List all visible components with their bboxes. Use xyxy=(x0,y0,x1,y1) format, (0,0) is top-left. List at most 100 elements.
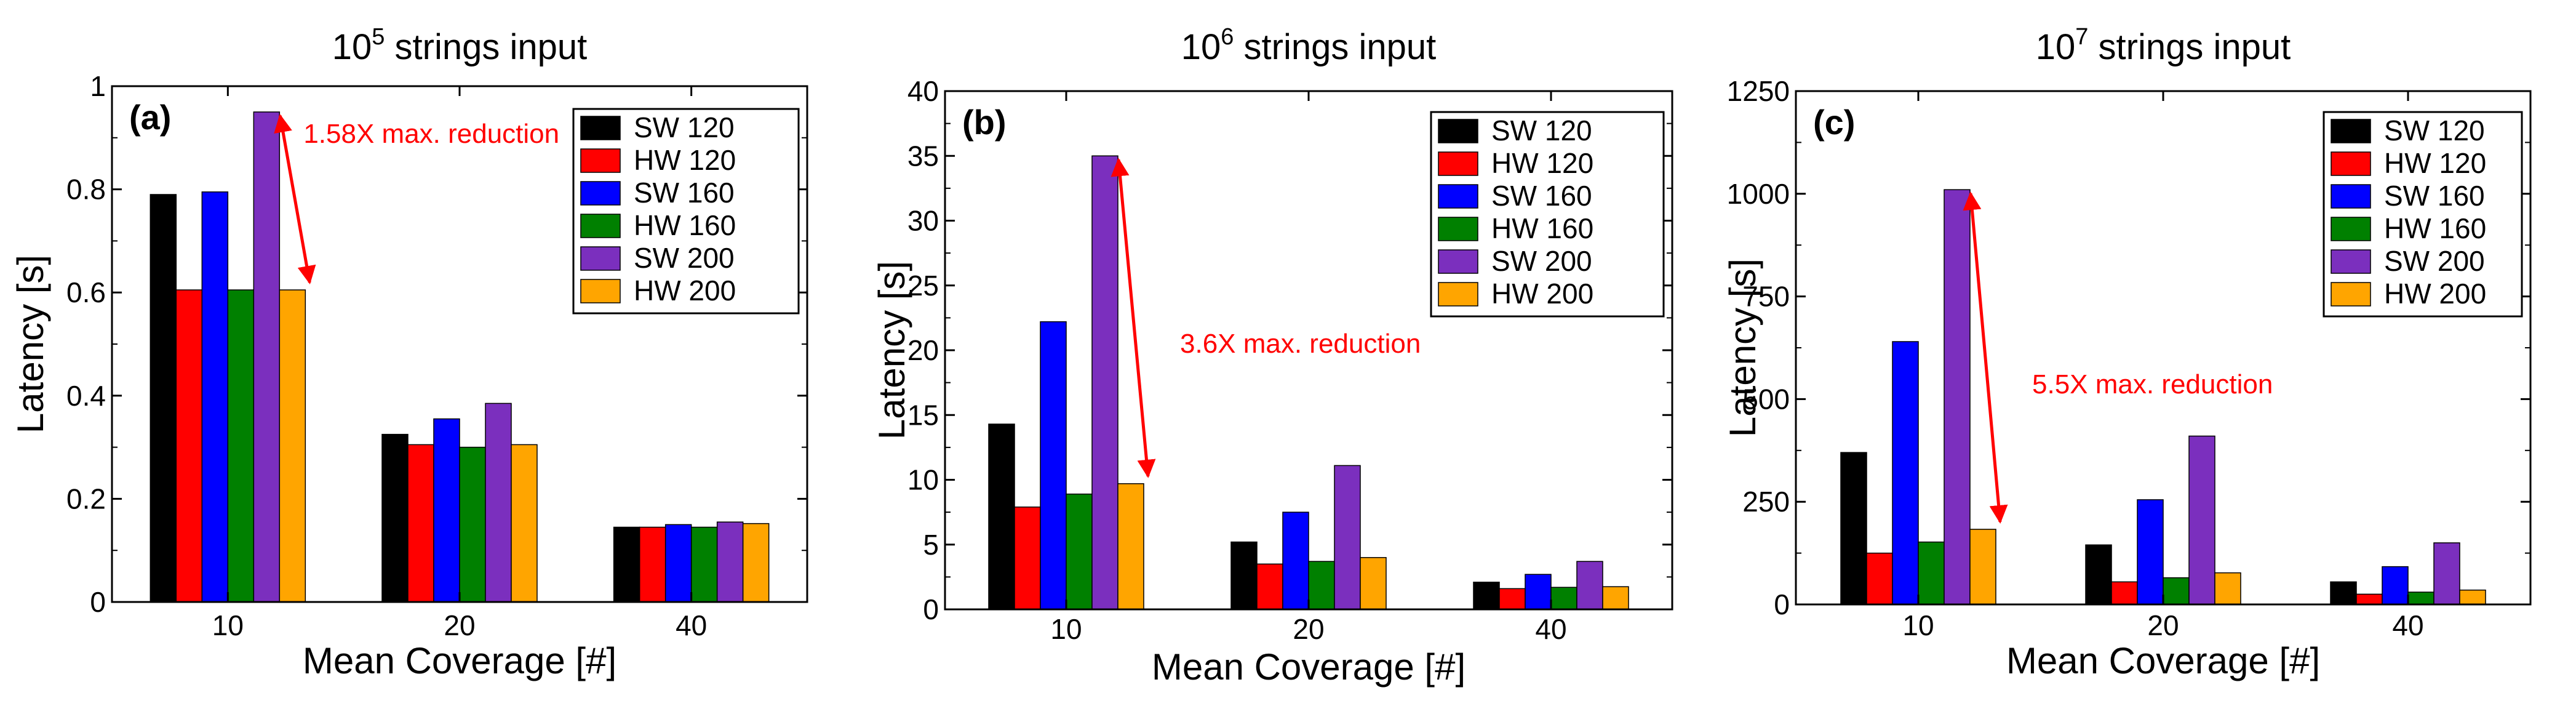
legend-label: SW 120 xyxy=(1491,114,1592,146)
y-tick-label: 20 xyxy=(907,334,939,366)
legend-label: SW 160 xyxy=(634,177,735,209)
legend-swatch xyxy=(1438,119,1478,143)
bar-sw-160-cov20 xyxy=(433,418,460,603)
bar-hw-120-cov10 xyxy=(1014,506,1041,610)
y-tick-label: 10 xyxy=(907,464,939,496)
bar-sw-120-cov20 xyxy=(2085,544,2112,605)
bar-hw-120-cov20 xyxy=(407,444,434,603)
bar-sw-200-cov40 xyxy=(2433,542,2460,605)
bar-hw-200-cov40 xyxy=(1602,586,1629,610)
bar-hw-200-cov20 xyxy=(2214,572,2241,605)
y-tick-label: 500 xyxy=(1742,383,1790,415)
bar-hw-120-cov40 xyxy=(1499,588,1526,610)
bar-sw-120-cov40 xyxy=(2330,581,2357,605)
bar-sw-160-cov20 xyxy=(1282,511,1309,610)
reduction-annotation: 1.58X max. reduction xyxy=(303,119,559,149)
y-tick-label: 0.8 xyxy=(66,174,106,206)
legend-label: HW 200 xyxy=(2384,278,2486,310)
x-tick-label: 20 xyxy=(2147,609,2179,641)
bar-sw-120-cov20 xyxy=(1230,541,1258,610)
panel-label: (b) xyxy=(962,103,1007,142)
y-tick-label: 1 xyxy=(90,70,106,102)
legend-swatch xyxy=(1438,282,1478,307)
legend-label: SW 160 xyxy=(2384,180,2485,212)
y-tick-label: 0 xyxy=(1774,588,1790,620)
bar-hw-160-cov10 xyxy=(227,289,255,603)
y-tick-label: 30 xyxy=(907,205,939,237)
legend-label: SW 160 xyxy=(1491,180,1592,212)
title-base: 10 xyxy=(2036,27,2076,67)
legend-label: SW 120 xyxy=(634,111,735,143)
bar-sw-120-cov10 xyxy=(1840,452,1867,605)
y-tick-label: 0.4 xyxy=(66,380,106,412)
x-tick-label: 20 xyxy=(444,609,475,641)
bar-sw-160-cov10 xyxy=(201,191,229,603)
legend-swatch xyxy=(580,181,621,206)
chart-title: 106 strings input xyxy=(1181,24,1436,67)
title-exponent: 5 xyxy=(372,24,385,50)
legend-swatch xyxy=(1438,249,1478,274)
bar-hw-160-cov20 xyxy=(1308,561,1335,610)
legend-swatch xyxy=(1438,151,1478,176)
title-exponent: 7 xyxy=(2075,24,2088,50)
legend-swatch xyxy=(580,148,621,173)
bar-hw-160-cov20 xyxy=(459,446,486,603)
bar-hw-160-cov40 xyxy=(690,526,718,603)
reduction-arrow xyxy=(274,113,316,284)
y-tick-label: 5 xyxy=(923,529,939,561)
chart-title: 107 strings input xyxy=(2036,24,2291,67)
y-tick-label: 0 xyxy=(923,593,939,625)
bar-hw-200-cov20 xyxy=(511,444,538,603)
x-tick-label: 10 xyxy=(1902,609,1934,641)
legend-swatch xyxy=(1438,217,1478,241)
y-tick-label: 15 xyxy=(907,399,939,431)
legend-label: SW 120 xyxy=(2384,114,2485,146)
bar-hw-200-cov10 xyxy=(279,289,306,603)
legend-swatch xyxy=(580,116,621,140)
bar-sw-200-cov40 xyxy=(716,521,744,603)
x-axis-label: Mean Coverage [#] xyxy=(303,640,616,681)
reduction-arrow xyxy=(1111,158,1156,478)
reduction-arrow xyxy=(1963,191,2008,524)
legend-swatch xyxy=(2331,217,2371,241)
legend-swatch xyxy=(2331,151,2371,176)
title-rest: strings input xyxy=(385,27,587,67)
bar-sw-160-cov40 xyxy=(664,524,692,603)
title-rest: strings input xyxy=(2088,27,2291,67)
title-base: 10 xyxy=(1181,27,1221,67)
bar-hw-120-cov10 xyxy=(175,289,203,603)
bar-hw-200-cov40 xyxy=(2459,589,2486,605)
reduction-annotation: 3.6X max. reduction xyxy=(1180,329,1421,359)
legend-label: HW 200 xyxy=(634,275,736,307)
y-axis-label: Latency [s] xyxy=(10,255,51,433)
bar-sw-200-cov40 xyxy=(1576,561,1603,610)
y-tick-label: 1000 xyxy=(1727,178,1790,210)
y-axis-label: Latency [s] xyxy=(1722,259,1763,437)
bar-hw-120-cov10 xyxy=(1866,552,1893,605)
bar-sw-120-cov10 xyxy=(150,194,177,603)
bar-hw-160-cov20 xyxy=(2163,577,2190,605)
bar-sw-120-cov10 xyxy=(988,423,1015,610)
bar-hw-120-cov20 xyxy=(1256,563,1283,610)
bar-hw-160-cov10 xyxy=(1918,541,1945,605)
y-tick-label: 1250 xyxy=(1727,75,1790,107)
bar-sw-200-cov20 xyxy=(2188,435,2215,605)
y-tick-label: 35 xyxy=(907,140,939,172)
reduction-annotation: 5.5X max. reduction xyxy=(2032,369,2273,399)
legend-swatch xyxy=(580,279,621,303)
bar-sw-120-cov20 xyxy=(381,433,409,603)
y-tick-label: 40 xyxy=(907,75,939,107)
legend-label: HW 160 xyxy=(1491,212,1593,244)
bar-sw-160-cov10 xyxy=(1040,321,1067,610)
chart-title: 105 strings input xyxy=(332,24,587,67)
legend-label: HW 120 xyxy=(1491,147,1593,179)
bar-sw-200-cov10 xyxy=(1944,189,1971,605)
y-tick-label: 25 xyxy=(907,270,939,302)
bar-hw-160-cov10 xyxy=(1066,493,1093,610)
legend-swatch xyxy=(2331,119,2371,143)
legend-swatch xyxy=(580,214,621,238)
y-tick-label: 0.2 xyxy=(66,483,106,515)
x-tick-label: 40 xyxy=(676,609,707,641)
